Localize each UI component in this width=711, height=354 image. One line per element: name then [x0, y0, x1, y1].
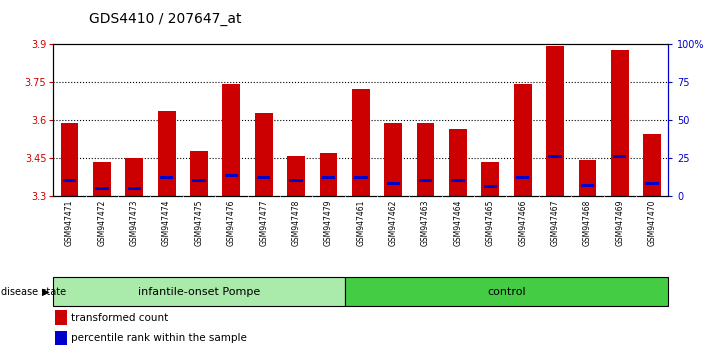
Text: GSM947463: GSM947463 — [421, 200, 430, 246]
Bar — [190, 152, 208, 196]
Bar — [419, 179, 432, 182]
Text: GSM947468: GSM947468 — [583, 200, 592, 246]
Bar — [158, 111, 176, 196]
Bar — [192, 179, 205, 182]
Bar — [63, 179, 76, 182]
Text: disease state: disease state — [1, 287, 66, 297]
Text: GSM947467: GSM947467 — [550, 200, 560, 246]
Bar — [319, 153, 337, 196]
Text: GSM947469: GSM947469 — [615, 200, 624, 246]
Bar — [643, 133, 661, 196]
Text: GSM947465: GSM947465 — [486, 200, 495, 246]
Bar — [449, 129, 467, 196]
Text: GSM947470: GSM947470 — [648, 200, 657, 246]
Bar — [160, 176, 173, 179]
Bar — [257, 176, 270, 179]
Bar — [613, 155, 626, 158]
Text: ▶: ▶ — [42, 287, 50, 297]
Text: GSM947477: GSM947477 — [260, 200, 268, 246]
Bar — [322, 176, 335, 179]
Text: control: control — [487, 287, 526, 297]
Bar — [95, 187, 109, 190]
Bar — [581, 184, 594, 187]
Text: GSM947476: GSM947476 — [227, 200, 236, 246]
Bar — [345, 277, 668, 306]
Bar — [646, 182, 659, 185]
Bar — [125, 158, 143, 196]
Bar — [93, 161, 111, 196]
Text: GSM947462: GSM947462 — [389, 200, 397, 246]
Bar — [354, 176, 368, 179]
Text: GSM947475: GSM947475 — [195, 200, 203, 246]
Text: GSM947461: GSM947461 — [356, 200, 365, 246]
Bar — [53, 277, 345, 306]
Bar — [352, 89, 370, 196]
Bar — [60, 124, 78, 196]
Bar — [223, 84, 240, 196]
Text: GSM947473: GSM947473 — [129, 200, 139, 246]
Bar — [287, 156, 305, 196]
Text: GDS4410 / 207647_at: GDS4410 / 207647_at — [89, 12, 241, 26]
Text: GSM947466: GSM947466 — [518, 200, 527, 246]
Text: infantile-onset Pompe: infantile-onset Pompe — [138, 287, 260, 297]
Text: GSM947478: GSM947478 — [292, 200, 301, 246]
Bar — [483, 185, 497, 188]
Bar — [387, 182, 400, 185]
Bar — [417, 124, 434, 196]
Text: GSM947474: GSM947474 — [162, 200, 171, 246]
Bar — [451, 179, 464, 182]
Bar — [127, 187, 141, 190]
Text: GSM947479: GSM947479 — [324, 200, 333, 246]
Bar — [55, 310, 67, 325]
Bar — [548, 155, 562, 158]
Text: percentile rank within the sample: percentile rank within the sample — [71, 333, 247, 343]
Bar — [546, 46, 564, 196]
Text: GSM947471: GSM947471 — [65, 200, 74, 246]
Bar — [385, 124, 402, 196]
Bar — [514, 84, 532, 196]
Bar — [255, 113, 272, 196]
Bar — [516, 176, 530, 179]
Bar — [55, 331, 67, 345]
Bar — [481, 161, 499, 196]
Text: transformed count: transformed count — [71, 313, 169, 322]
Text: GSM947472: GSM947472 — [97, 200, 107, 246]
Bar — [225, 175, 238, 177]
Bar — [289, 179, 303, 182]
Bar — [611, 50, 629, 196]
Text: GSM947464: GSM947464 — [454, 200, 462, 246]
Bar — [579, 160, 597, 196]
